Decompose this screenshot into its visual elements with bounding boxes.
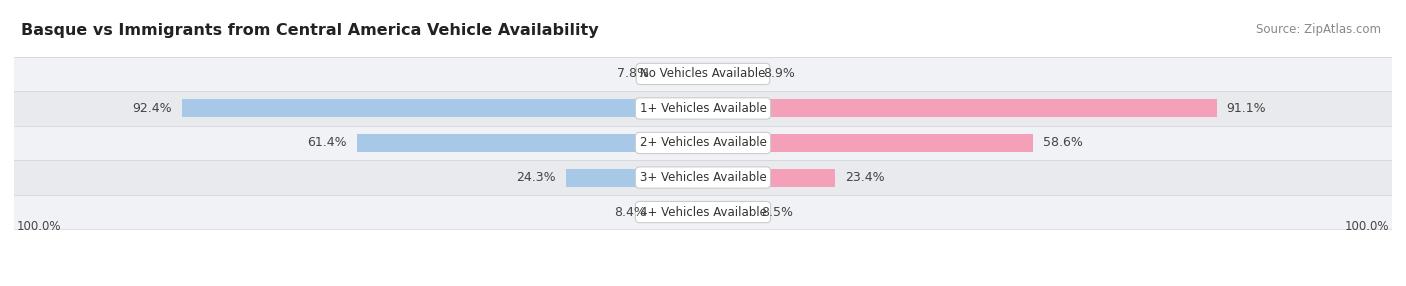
Bar (357, 134, 703, 152)
Bar (703, 168, 835, 186)
Bar (703, 65, 754, 83)
Text: 1+ Vehicles Available: 1+ Vehicles Available (640, 102, 766, 115)
Text: Basque vs Immigrants from Central America Vehicle Availability: Basque vs Immigrants from Central Americ… (21, 23, 599, 38)
Text: 4+ Vehicles Available: 4+ Vehicles Available (640, 206, 766, 219)
Text: 100.0%: 100.0% (1346, 221, 1389, 233)
Text: 100.0%: 100.0% (17, 221, 60, 233)
Bar (183, 100, 703, 118)
Text: 7.8%: 7.8% (617, 67, 650, 80)
Text: 91.1%: 91.1% (1226, 102, 1267, 115)
Text: 61.4%: 61.4% (308, 136, 347, 150)
Bar (703, 203, 751, 221)
Text: 8.9%: 8.9% (763, 67, 794, 80)
Bar (14, 160, 1392, 195)
Bar (14, 126, 1392, 160)
Text: 3+ Vehicles Available: 3+ Vehicles Available (640, 171, 766, 184)
Bar (703, 100, 1216, 118)
Bar (14, 195, 1392, 229)
Text: 23.4%: 23.4% (845, 171, 884, 184)
Text: 2+ Vehicles Available: 2+ Vehicles Available (640, 136, 766, 150)
Bar (567, 168, 703, 186)
Bar (703, 134, 1033, 152)
Bar (14, 91, 1392, 126)
Bar (655, 203, 703, 221)
Bar (14, 57, 1392, 91)
Text: 24.3%: 24.3% (516, 171, 555, 184)
Text: Source: ZipAtlas.com: Source: ZipAtlas.com (1256, 23, 1381, 36)
Text: 8.5%: 8.5% (761, 206, 793, 219)
Text: No Vehicles Available: No Vehicles Available (640, 67, 766, 80)
Bar (659, 65, 703, 83)
Text: 8.4%: 8.4% (614, 206, 645, 219)
Text: 58.6%: 58.6% (1043, 136, 1083, 150)
Text: 92.4%: 92.4% (132, 102, 172, 115)
